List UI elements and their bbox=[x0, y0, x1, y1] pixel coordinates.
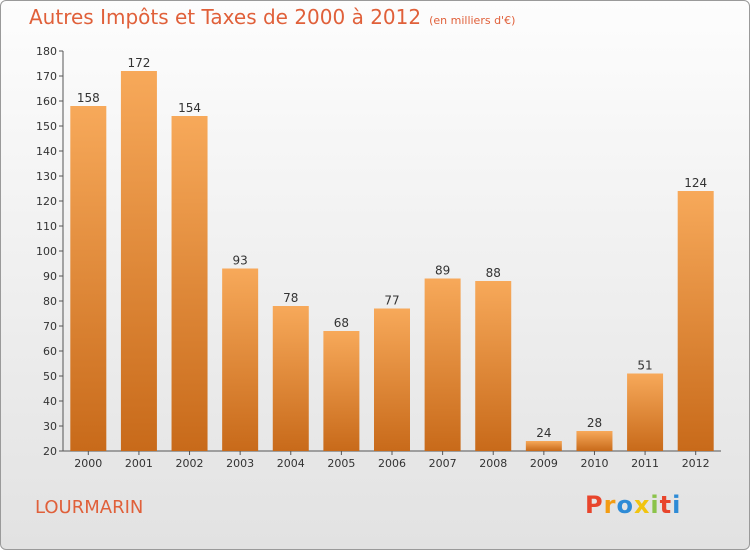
y-tick-label: 60 bbox=[43, 345, 57, 358]
title-text: Autres Impôts et Taxes de 2000 à 2012 bbox=[29, 5, 422, 29]
logo-letter: P bbox=[585, 491, 604, 519]
bar[interactable] bbox=[120, 71, 157, 451]
y-tick-label: 180 bbox=[36, 45, 57, 58]
bar-value-label: 158 bbox=[77, 91, 100, 105]
bar[interactable] bbox=[424, 278, 461, 452]
bar[interactable] bbox=[70, 106, 107, 451]
chart-unit: (en milliers d'€) bbox=[429, 14, 516, 27]
proxiti-logo[interactable]: Proxiti bbox=[585, 491, 681, 519]
y-tick-label: 120 bbox=[36, 195, 57, 208]
logo-letter: r bbox=[603, 491, 617, 519]
bar[interactable] bbox=[627, 373, 664, 452]
logo-letter: i bbox=[672, 491, 682, 519]
y-tick-label: 160 bbox=[36, 95, 57, 108]
axes: 20 30 40 50 60 70 80 90 100 110 120 130 140 150 160 170… bbox=[36, 45, 721, 470]
logo-letter: x bbox=[633, 491, 651, 519]
chart-title: Autres Impôts et Taxes de 2000 à 2012 (en… bbox=[29, 5, 515, 29]
y-tick-label: 130 bbox=[36, 170, 57, 183]
bar[interactable] bbox=[576, 431, 613, 451]
y-tick-label: 30 bbox=[43, 420, 57, 433]
bar[interactable] bbox=[171, 116, 208, 451]
x-tick-label: 2009 bbox=[530, 457, 558, 470]
bar-value-label: 28 bbox=[587, 416, 602, 430]
x-tick-label: 2004 bbox=[277, 457, 305, 470]
y-tick-label: 100 bbox=[36, 245, 57, 258]
bar[interactable] bbox=[525, 441, 562, 451]
bar-value-label: 78 bbox=[283, 291, 298, 305]
bar-value-label: 51 bbox=[637, 359, 652, 373]
logo-letter: i bbox=[650, 491, 660, 519]
x-tick-label: 2001 bbox=[125, 457, 153, 470]
bar[interactable] bbox=[677, 191, 714, 451]
place-name: LOURMARIN bbox=[35, 497, 144, 518]
y-tick-label: 90 bbox=[43, 270, 57, 283]
y-tick-label: 170 bbox=[36, 70, 57, 83]
bar-value-label: 68 bbox=[334, 316, 349, 330]
bar-value-label: 77 bbox=[384, 294, 399, 308]
bar[interactable] bbox=[374, 308, 410, 452]
bar-value-label: 124 bbox=[684, 176, 707, 190]
x-tick-label: 2007 bbox=[429, 457, 457, 470]
bar-value-label: 24 bbox=[536, 426, 551, 440]
y-tick-label: 150 bbox=[36, 120, 57, 133]
x-tick-label: 2002 bbox=[176, 457, 204, 470]
x-tick-label: 2003 bbox=[226, 457, 254, 470]
y-tick-label: 110 bbox=[36, 220, 57, 233]
x-tick-label: 2008 bbox=[479, 457, 507, 470]
bar[interactable] bbox=[475, 281, 512, 451]
bar[interactable] bbox=[222, 268, 259, 452]
y-tick-label: 20 bbox=[43, 445, 57, 458]
x-tick-label: 2006 bbox=[378, 457, 406, 470]
bar-value-label: 93 bbox=[233, 254, 248, 268]
y-tick-label: 140 bbox=[36, 145, 57, 158]
y-tick-label: 70 bbox=[43, 320, 57, 333]
bar[interactable] bbox=[272, 306, 309, 451]
y-tick-label: 40 bbox=[43, 395, 57, 408]
y-tick-label: 80 bbox=[43, 295, 57, 308]
x-tick-label: 2011 bbox=[631, 457, 659, 470]
bar[interactable] bbox=[323, 331, 360, 451]
logo-letter: o bbox=[616, 491, 634, 519]
bar-value-label: 172 bbox=[127, 56, 150, 70]
bar-value-label: 89 bbox=[435, 264, 450, 278]
x-tick-label: 2005 bbox=[327, 457, 355, 470]
x-tick-label: 2010 bbox=[580, 457, 608, 470]
bar-value-label: 88 bbox=[486, 266, 501, 280]
x-tick-label: 2000 bbox=[74, 457, 102, 470]
x-tick-label: 2012 bbox=[682, 457, 710, 470]
bar-value-label: 154 bbox=[178, 101, 201, 115]
bars: 158 172 154 93 78 68 77 89 88 24 28 51 124 bbox=[70, 56, 714, 452]
logo-letter: t bbox=[659, 491, 673, 519]
y-tick-label: 50 bbox=[43, 370, 57, 383]
